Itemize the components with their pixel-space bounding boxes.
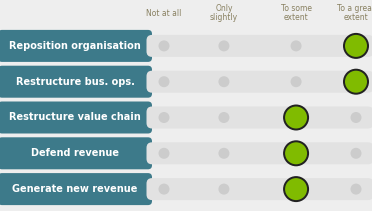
FancyBboxPatch shape <box>0 173 152 205</box>
Circle shape <box>158 76 170 87</box>
Circle shape <box>283 176 309 202</box>
Circle shape <box>218 148 230 159</box>
Circle shape <box>350 40 362 51</box>
Circle shape <box>291 76 302 87</box>
Circle shape <box>343 33 369 59</box>
Text: Reposition organisation: Reposition organisation <box>9 41 141 51</box>
Circle shape <box>291 112 302 123</box>
Circle shape <box>291 184 302 195</box>
Circle shape <box>158 184 170 195</box>
Text: Restructure bus. ops.: Restructure bus. ops. <box>16 77 134 87</box>
Circle shape <box>283 140 309 166</box>
Circle shape <box>345 71 367 93</box>
Circle shape <box>291 148 302 159</box>
Text: To some
extent: To some extent <box>280 4 312 22</box>
Circle shape <box>291 40 302 51</box>
FancyBboxPatch shape <box>0 101 152 134</box>
Circle shape <box>350 76 362 87</box>
Circle shape <box>158 112 170 123</box>
Circle shape <box>158 40 170 51</box>
Text: Restructure value chain: Restructure value chain <box>9 112 141 123</box>
Circle shape <box>343 69 369 95</box>
Circle shape <box>218 112 230 123</box>
Text: To a great
extent: To a great extent <box>337 4 372 22</box>
Circle shape <box>350 184 362 195</box>
Circle shape <box>283 104 309 130</box>
Circle shape <box>285 142 307 164</box>
Circle shape <box>350 112 362 123</box>
Circle shape <box>350 148 362 159</box>
FancyBboxPatch shape <box>0 66 152 98</box>
FancyBboxPatch shape <box>147 71 372 93</box>
Circle shape <box>345 35 367 57</box>
FancyBboxPatch shape <box>147 142 372 164</box>
Circle shape <box>285 107 307 128</box>
Circle shape <box>218 40 230 51</box>
Circle shape <box>218 184 230 195</box>
Text: Generate new revenue: Generate new revenue <box>12 184 138 194</box>
Circle shape <box>218 76 230 87</box>
Text: Not at all: Not at all <box>146 8 182 18</box>
Circle shape <box>285 178 307 200</box>
Circle shape <box>158 148 170 159</box>
FancyBboxPatch shape <box>147 35 372 57</box>
FancyBboxPatch shape <box>0 30 152 62</box>
Text: Only
slightly: Only slightly <box>210 4 238 22</box>
FancyBboxPatch shape <box>147 107 372 128</box>
FancyBboxPatch shape <box>0 137 152 169</box>
Text: Defend revenue: Defend revenue <box>31 148 119 158</box>
FancyBboxPatch shape <box>147 178 372 200</box>
